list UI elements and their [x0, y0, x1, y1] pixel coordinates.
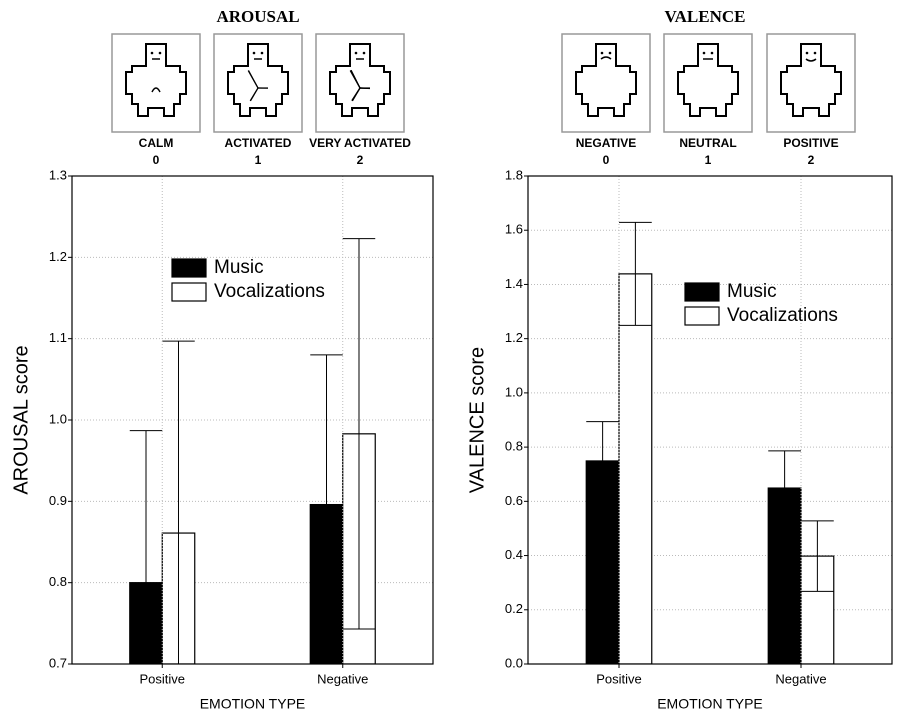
manikin-eye — [253, 52, 256, 55]
plot-frame — [528, 176, 892, 664]
x-axis-label: EMOTION TYPE — [657, 696, 763, 712]
y-tick-label: 0.4 — [505, 547, 523, 562]
x-axis-label: EMOTION TYPE — [200, 696, 306, 712]
scale-value: 0 — [153, 153, 160, 167]
y-tick-label: 1.4 — [505, 276, 523, 291]
legend-swatch — [685, 283, 719, 301]
manikin-eye — [159, 52, 162, 55]
y-tick-label: 1.0 — [49, 411, 67, 426]
y-tick-label: 1.8 — [505, 167, 523, 182]
manikin-eye — [151, 52, 154, 55]
y-tick-label: 0.7 — [49, 655, 67, 670]
scale-label: POSITIVE — [783, 136, 838, 150]
manikin-burst — [360, 88, 370, 89]
y-tick-label: 1.2 — [49, 249, 67, 264]
x-tick-label: Positive — [596, 671, 642, 686]
x-tick-label: Positive — [139, 671, 185, 686]
scale-label: CALM — [139, 136, 174, 150]
y-tick-label: 1.6 — [505, 222, 523, 237]
y-tick-label: 1.3 — [49, 167, 67, 182]
figure: AROUSAL CALM 0 ACTIVATED 1 VERY ACTIVATED 2 0.7… — [0, 0, 898, 714]
y-tick-label: 1.1 — [49, 330, 67, 345]
chart-header: AROUSAL — [216, 7, 299, 26]
scale-label: ACTIVATED — [225, 136, 292, 150]
scale-value: 2 — [808, 153, 815, 167]
scale-label: NEGATIVE — [576, 136, 636, 150]
manikin-eye — [261, 52, 264, 55]
y-tick-label: 1.0 — [505, 384, 523, 399]
y-tick-label: 0.0 — [505, 655, 523, 670]
chart-header: VALENCE — [665, 7, 746, 26]
scale-label: NEUTRAL — [679, 136, 736, 150]
manikin-eye — [703, 52, 706, 55]
y-axis-label: VALENCE score — [466, 347, 488, 493]
legend-swatch — [172, 259, 206, 277]
y-tick-label: 1.2 — [505, 330, 523, 345]
scale-label: VERY ACTIVATED — [309, 136, 411, 150]
manikin-eye — [814, 52, 817, 55]
y-tick-label: 0.8 — [505, 439, 523, 454]
manikin-eye — [711, 52, 714, 55]
legend-swatch — [685, 307, 719, 325]
x-tick-label: Negative — [317, 671, 368, 686]
y-tick-label: 0.9 — [49, 493, 67, 508]
manikin-eye — [806, 52, 809, 55]
y-axis-label: AROUSAL score — [10, 345, 32, 494]
manikin-eye — [609, 52, 612, 55]
bar — [619, 274, 652, 664]
scale-value: 2 — [357, 153, 364, 167]
legend-label: Music — [214, 257, 264, 278]
plot-area — [130, 239, 375, 714]
manikin-eye — [601, 52, 604, 55]
legend-label: Music — [727, 281, 777, 302]
y-tick-label: 0.2 — [505, 601, 523, 616]
y-tick-label: 0.8 — [49, 574, 67, 589]
legend-swatch — [172, 283, 206, 301]
legend-label: Vocalizations — [727, 305, 838, 326]
x-tick-label: Negative — [775, 671, 826, 686]
scale-value: 1 — [255, 153, 262, 167]
scale-value: 1 — [705, 153, 712, 167]
y-tick-label: 0.6 — [505, 493, 523, 508]
manikin-eye — [355, 52, 358, 55]
manikin-eye — [363, 52, 366, 55]
scale-value: 0 — [603, 153, 610, 167]
legend-label: Vocalizations — [214, 281, 325, 302]
